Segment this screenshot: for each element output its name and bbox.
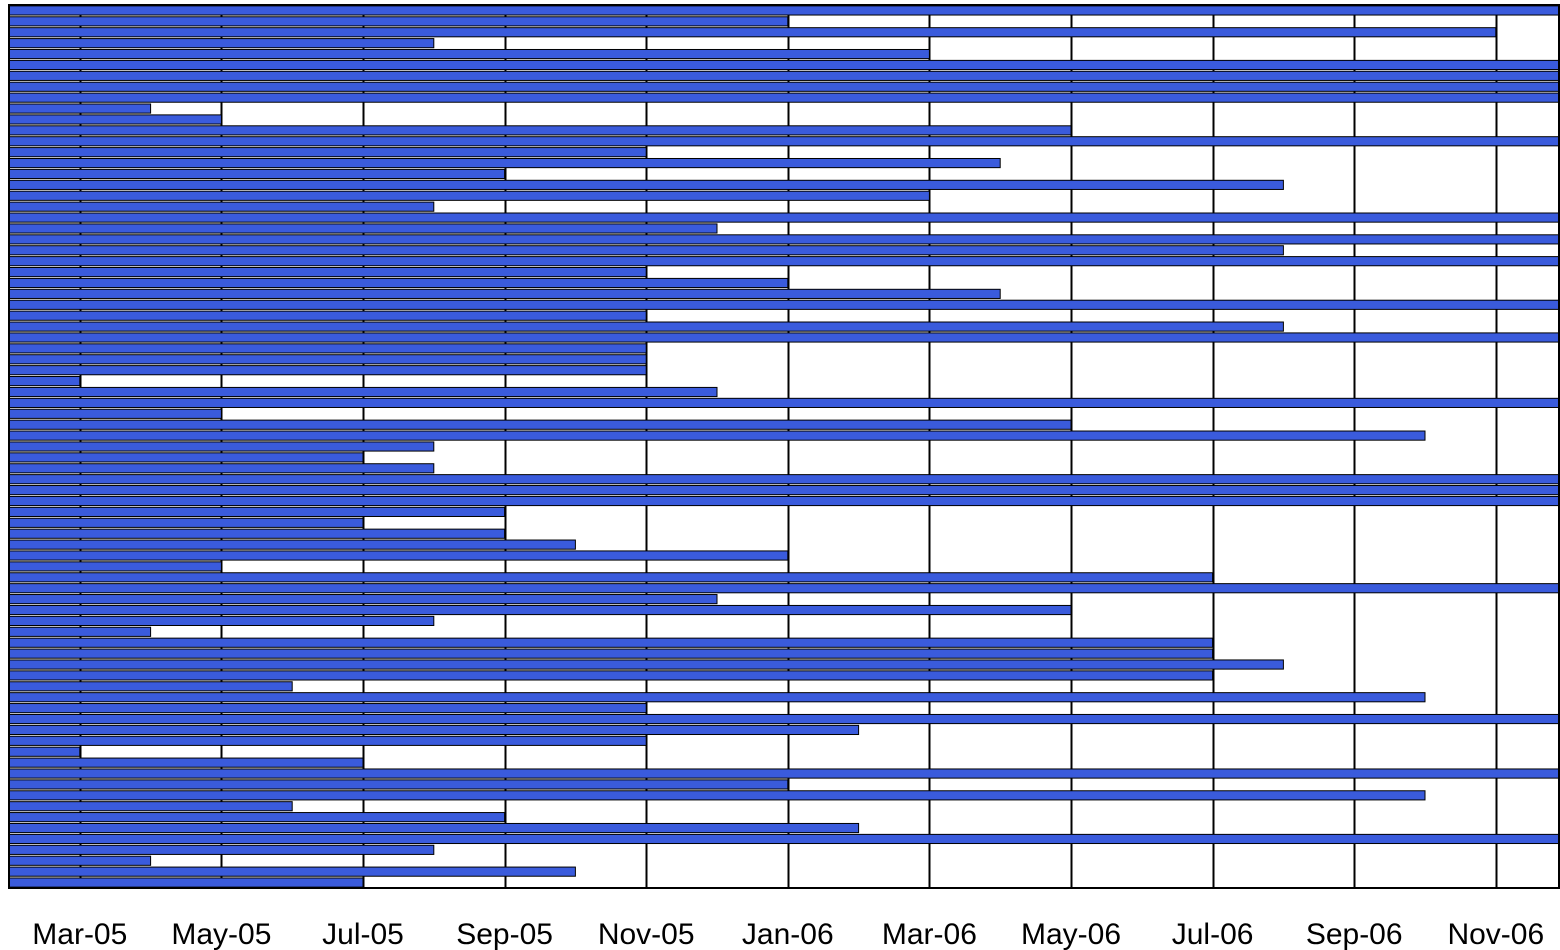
bar-81 [9, 878, 363, 887]
bar-63 [9, 682, 292, 691]
bar-16 [9, 169, 505, 178]
bar-79 [9, 856, 151, 865]
bar-42 [9, 453, 363, 462]
bar-3 [9, 28, 1496, 37]
bar-47 [9, 507, 505, 516]
x-tick-label: May-05 [171, 918, 271, 950]
bar-27 [9, 289, 1000, 298]
bar-78 [9, 845, 434, 854]
bar-17 [9, 180, 1283, 189]
bar-68 [9, 736, 646, 745]
bar-67 [9, 725, 859, 734]
bar-69 [9, 747, 80, 756]
bar-5 [9, 49, 929, 58]
bar-44 [9, 475, 1559, 484]
bar-53 [9, 573, 1213, 582]
bar-77 [9, 834, 1559, 843]
bar-14 [9, 148, 646, 157]
bar-32 [9, 344, 646, 353]
bar-25 [9, 268, 646, 277]
bar-65 [9, 704, 646, 713]
x-tick-label: Mar-06 [882, 918, 977, 950]
bar-13 [9, 137, 1559, 146]
bar-52 [9, 562, 221, 571]
bar-61 [9, 660, 1283, 669]
bar-45 [9, 486, 1559, 495]
bar-22 [9, 235, 1559, 244]
bar-40 [9, 431, 1425, 440]
bar-73 [9, 791, 1425, 800]
bar-35 [9, 377, 80, 386]
bar-29 [9, 311, 646, 320]
bar-24 [9, 257, 1559, 266]
bar-46 [9, 496, 1559, 505]
x-tick-label: May-06 [1021, 918, 1121, 950]
bar-38 [9, 409, 221, 418]
bar-15 [9, 158, 1000, 167]
bar-49 [9, 529, 505, 538]
bar-66 [9, 714, 1559, 723]
bar-75 [9, 813, 505, 822]
bar-4 [9, 39, 434, 48]
bar-33 [9, 355, 646, 364]
bar-37 [9, 398, 1559, 407]
bar-10 [9, 104, 151, 113]
bar-58 [9, 627, 151, 636]
bar-60 [9, 649, 1213, 658]
bar-39 [9, 420, 1071, 429]
x-tick-label: Sep-05 [456, 918, 553, 950]
x-tick-label: Jul-05 [322, 918, 404, 950]
bar-41 [9, 442, 434, 451]
bar-74 [9, 802, 292, 811]
bar-55 [9, 595, 717, 604]
bar-54 [9, 584, 1559, 593]
bar-8 [9, 82, 1559, 91]
x-tick-label: Mar-05 [32, 918, 127, 950]
bar-28 [9, 300, 1559, 309]
bar-26 [9, 278, 788, 287]
x-tick-label: Sep-06 [1306, 918, 1403, 950]
bar-23 [9, 246, 1283, 255]
bar-30 [9, 322, 1283, 331]
bar-51 [9, 551, 788, 560]
bar-50 [9, 540, 575, 549]
bar-71 [9, 769, 1559, 778]
bar-59 [9, 638, 1213, 647]
bar-48 [9, 518, 363, 527]
bar-72 [9, 780, 788, 789]
bar-80 [9, 867, 575, 876]
bar-76 [9, 823, 859, 832]
x-tick-label: Nov-05 [598, 918, 695, 950]
bar-70 [9, 758, 363, 767]
x-tick-label: Jul-06 [1172, 918, 1254, 950]
bar-19 [9, 202, 434, 211]
x-tick-label: Jan-06 [742, 918, 834, 950]
bar-34 [9, 366, 646, 375]
bar-62 [9, 671, 1213, 680]
bar-12 [9, 126, 1071, 135]
bar-2 [9, 17, 788, 26]
bar-21 [9, 224, 717, 233]
x-axis-labels: Mar-05 May-05 Jul-05 Sep-05 Nov-05 Jan-06 Mar-… [32, 918, 1544, 950]
bar-56 [9, 605, 1071, 614]
bar-57 [9, 616, 434, 625]
x-tick-label: Nov-06 [1447, 918, 1544, 950]
bar-6 [9, 60, 1559, 69]
bar-36 [9, 387, 717, 396]
bar-43 [9, 464, 434, 473]
bar-18 [9, 191, 929, 200]
bar-7 [9, 71, 1559, 80]
bar-31 [9, 333, 1559, 342]
bar-20 [9, 213, 1559, 222]
bar-9 [9, 93, 1559, 102]
bar-1 [9, 6, 1559, 15]
bar-11 [9, 115, 221, 124]
bar-64 [9, 693, 1425, 702]
